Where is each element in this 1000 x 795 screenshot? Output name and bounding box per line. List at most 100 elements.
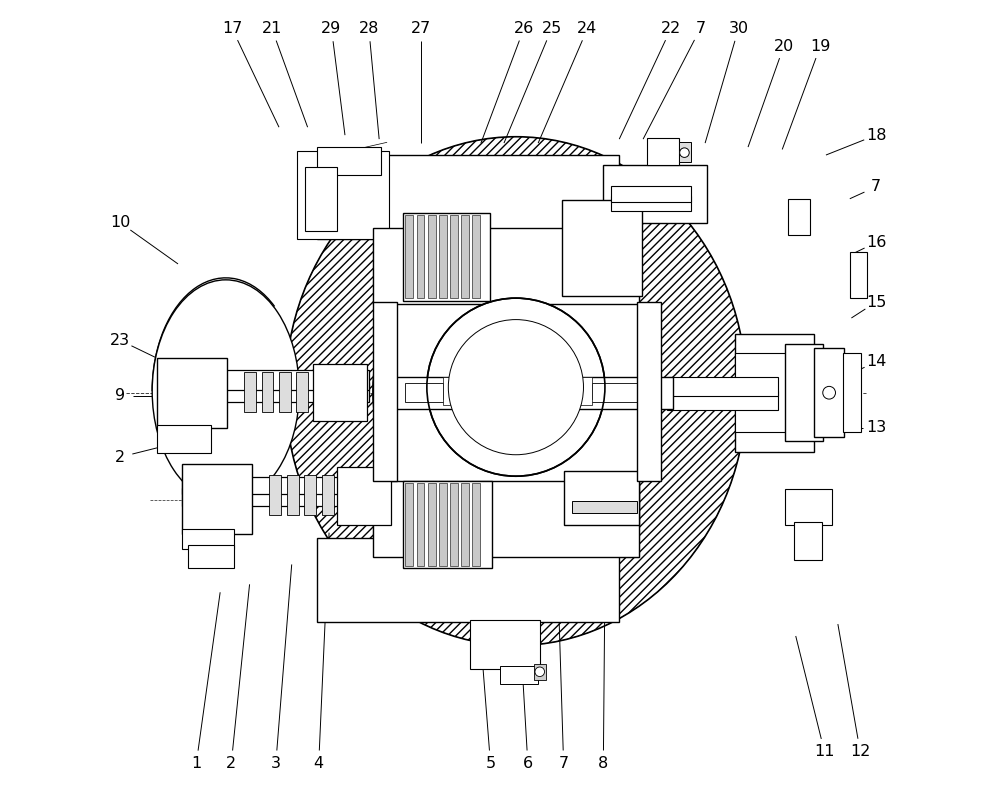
Bar [472, 483, 480, 566]
Text: 25: 25 [542, 21, 562, 36]
Bar [649, 139, 677, 164]
Text: 27: 27 [410, 21, 431, 36]
Bar [304, 475, 316, 515]
Ellipse shape [152, 280, 299, 502]
Text: 24: 24 [577, 21, 598, 36]
Bar [735, 334, 814, 452]
Text: 18: 18 [866, 128, 886, 142]
Bar [471, 622, 538, 668]
Bar [843, 353, 861, 432]
Text: 19: 19 [810, 39, 831, 53]
Bar [405, 383, 659, 402]
Text: 4: 4 [314, 756, 324, 770]
Bar [313, 364, 367, 421]
Text: 2: 2 [115, 450, 125, 464]
Text: 7: 7 [871, 180, 881, 194]
Bar [188, 545, 234, 568]
Text: 9: 9 [115, 389, 125, 403]
Bar [403, 213, 490, 301]
Text: 21: 21 [262, 21, 282, 36]
Text: 14: 14 [866, 355, 886, 369]
Bar [262, 372, 273, 412]
Bar [305, 167, 337, 231]
Bar [387, 377, 673, 409]
Bar [736, 335, 812, 450]
Bar [611, 186, 691, 202]
Bar [443, 377, 592, 405]
Bar [296, 372, 308, 412]
Circle shape [448, 320, 583, 455]
Bar [564, 202, 640, 294]
Bar [605, 167, 705, 221]
Text: 7: 7 [695, 21, 705, 36]
Text: 11: 11 [814, 744, 835, 758]
Bar [157, 425, 211, 453]
Bar [405, 483, 413, 566]
Bar [319, 540, 618, 620]
Circle shape [427, 298, 605, 476]
Text: 20: 20 [774, 39, 794, 53]
Text: 12: 12 [850, 744, 870, 758]
Bar [851, 254, 866, 297]
Bar [322, 475, 334, 515]
Bar [427, 298, 605, 476]
Bar [317, 538, 619, 622]
Bar [190, 546, 233, 567]
Bar [534, 664, 546, 680]
Bar [315, 366, 366, 420]
Text: 10: 10 [110, 215, 130, 230]
Text: 26: 26 [514, 21, 534, 36]
Bar [461, 483, 469, 566]
Bar [403, 481, 492, 568]
Bar [158, 370, 369, 390]
Bar [182, 464, 252, 534]
Text: 23: 23 [110, 333, 130, 347]
Bar [160, 361, 223, 425]
Bar [450, 215, 458, 298]
Circle shape [680, 148, 689, 157]
Bar [317, 147, 381, 175]
Bar [472, 215, 480, 298]
Bar [786, 346, 821, 440]
Bar [405, 215, 413, 298]
Bar [794, 522, 822, 560]
Bar [470, 620, 540, 669]
Bar [562, 200, 642, 296]
Bar [373, 228, 639, 304]
Bar [603, 165, 707, 223]
Bar [500, 666, 538, 684]
Bar [279, 372, 291, 412]
Bar [788, 199, 810, 235]
Bar [157, 358, 227, 428]
Bar [428, 215, 436, 298]
Bar [182, 529, 234, 549]
Bar [337, 467, 391, 525]
Text: 16: 16 [866, 235, 886, 250]
Bar [450, 483, 458, 566]
Bar [269, 475, 281, 515]
Bar [373, 302, 397, 481]
Bar [785, 489, 832, 525]
Bar [182, 477, 373, 494]
Text: 13: 13 [866, 421, 886, 435]
Text: 30: 30 [728, 21, 749, 36]
Bar [679, 142, 691, 162]
Bar [184, 530, 232, 547]
Text: 2: 2 [226, 756, 236, 770]
Bar [439, 483, 447, 566]
Bar [637, 302, 661, 481]
Bar [417, 215, 424, 298]
Ellipse shape [285, 137, 746, 646]
Bar [439, 215, 447, 298]
Bar [785, 344, 823, 441]
Bar [339, 469, 389, 523]
Text: 1: 1 [191, 756, 201, 770]
Bar [850, 252, 867, 298]
Bar [417, 483, 424, 566]
Bar [373, 481, 639, 556]
Bar [667, 377, 778, 396]
Bar [403, 481, 492, 568]
Text: 7: 7 [559, 756, 569, 770]
Text: 6: 6 [523, 756, 533, 770]
Circle shape [823, 386, 835, 399]
